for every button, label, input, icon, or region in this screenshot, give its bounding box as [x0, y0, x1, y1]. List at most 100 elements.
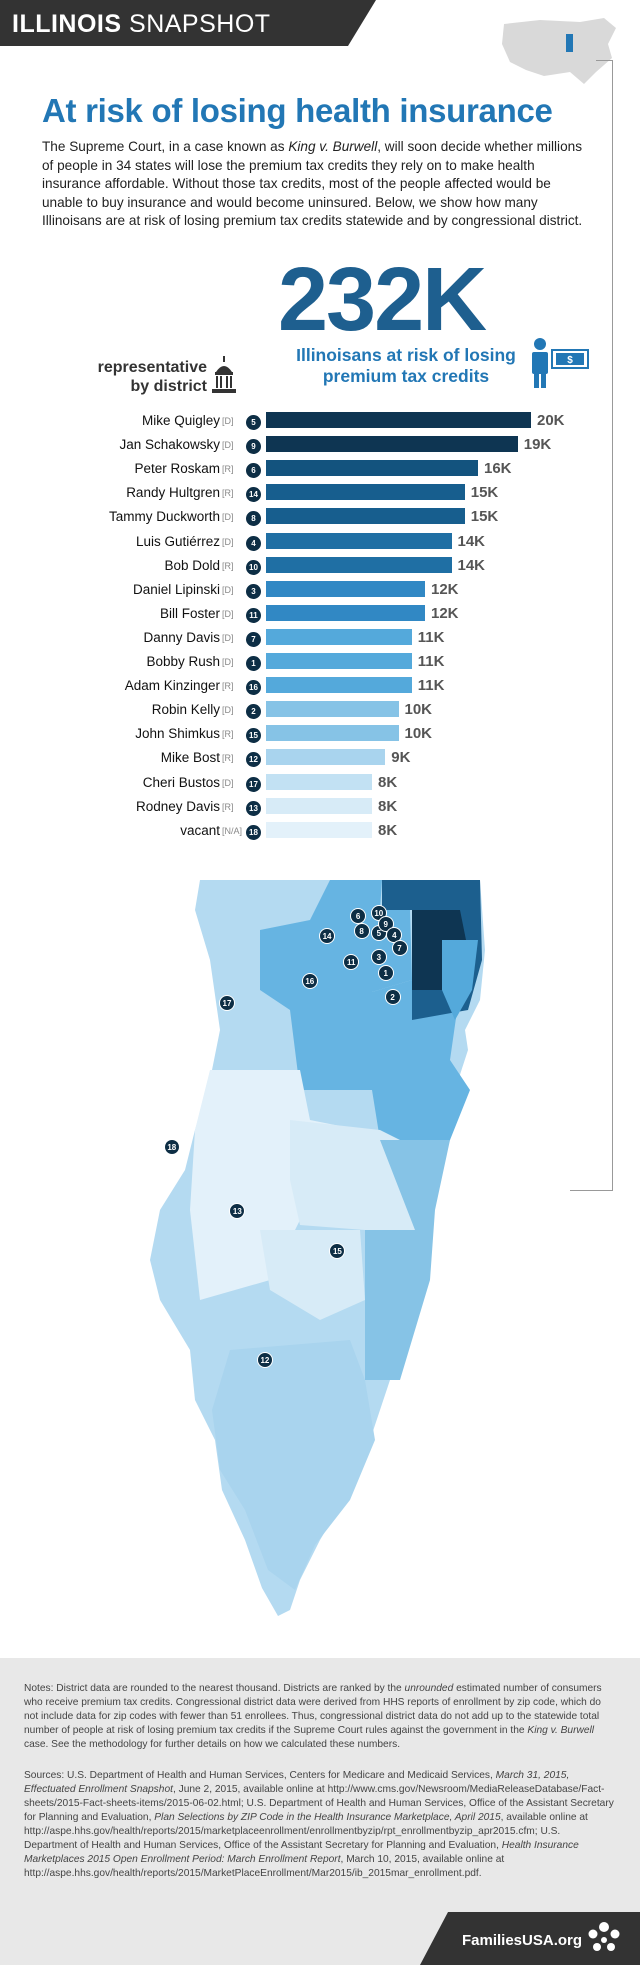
statewide-caption: Illinoisans at risk of losing premium ta… [296, 345, 516, 386]
bar-value-label: 19K [523, 436, 552, 454]
district-badge: 9 [246, 439, 261, 455]
bar-value-label: 11K [417, 677, 445, 695]
bar-row: Mike Bost [R] 12 9K [0, 747, 640, 771]
rep-name: Mike Quigley [141, 413, 220, 428]
bar-row: Bob Dold [R] 10 14K [0, 555, 640, 579]
capitol-icon [212, 356, 236, 393]
party-label: [D] [222, 440, 234, 451]
bar-value-label: 12K [431, 580, 459, 598]
district-marker: 3 [370, 948, 387, 965]
district-marker: 7 [391, 939, 408, 956]
rep-name: Mike Bost [160, 750, 220, 766]
party-label: [R] [222, 753, 234, 764]
district-badge: 4 [246, 535, 261, 551]
district-badge: 12 [246, 752, 261, 768]
sources-text: Sources: U.S. Department of Health and H… [24, 1770, 614, 1879]
notes-text: Notes: District data are rounded to the … [24, 1683, 602, 1750]
bar [266, 821, 372, 838]
header-title: ILLINOIS SNAPSHOT [12, 10, 271, 38]
district-badge: 13 [246, 800, 261, 816]
bar-value-label: 15K [470, 484, 499, 502]
statewide-total: 232K [278, 250, 487, 350]
rep-name: vacant [180, 822, 220, 838]
bar-value-label: 11K [417, 628, 445, 646]
bar-value-label: 12K [431, 604, 459, 622]
bar [266, 797, 372, 814]
district-badge: 8 [246, 511, 261, 527]
bar [266, 580, 425, 597]
party-label: [D] [222, 608, 234, 619]
district-marker: 15 [329, 1242, 346, 1259]
header-bar [0, 0, 376, 46]
rep-name: Robin Kelly [151, 702, 220, 718]
district-badge: 2 [246, 704, 261, 720]
district-badge: 5 [246, 415, 261, 430]
district-marker: 11 [343, 954, 360, 970]
district-badge: 10 [246, 559, 261, 575]
bar-row: Adam Kinzinger [R] 16 11K [0, 675, 640, 699]
bar [266, 701, 399, 718]
party-label: [R] [222, 801, 234, 812]
district-marker: 12 [256, 1352, 273, 1369]
bar-row: Tammy Duckworth [D] 8 15K [0, 506, 640, 530]
person-with-money-icon: $ [532, 338, 589, 388]
party-label: [D] [222, 632, 234, 643]
bar-row: Rodney Davis [R] 13 8K [0, 796, 640, 820]
frame-line [570, 1190, 613, 1191]
bar-value-label: 16K [484, 460, 512, 478]
bar [266, 532, 452, 549]
party-label: [R] [222, 560, 234, 571]
district-marker: 18 [163, 1139, 180, 1155]
district-marker: 13 [229, 1203, 246, 1220]
rep-name: Danny Davis [143, 629, 220, 645]
bar-row: Bobby Rush [D] 1 11K [0, 651, 640, 675]
district-badge: 6 [246, 463, 261, 479]
party-label: [D] [222, 416, 234, 426]
illinois-district-map [150, 880, 485, 1616]
district-badge: 16 [246, 680, 261, 696]
party-label: [D] [222, 657, 234, 667]
bar-value-label: 10K [404, 725, 433, 743]
bar [266, 556, 452, 573]
district-marker: 17 [219, 995, 235, 1012]
rep-name: Bob Dold [164, 557, 220, 573]
bar [266, 725, 399, 742]
rep-name: John Shimkus [135, 726, 220, 742]
party-label: [D] [222, 512, 234, 523]
rep-name: Peter Roskam [134, 461, 220, 477]
us-map-icon [502, 18, 616, 84]
bar-row: Randy Hultgren [R] 14 15K [0, 482, 640, 506]
bar-row: Peter Roskam [R] 6 16K [0, 458, 640, 482]
party-label: [R] [222, 681, 234, 692]
bar-row: Danny Davis [D] 7 11K [0, 627, 640, 651]
district-badge: 3 [246, 583, 261, 599]
page-title: At risk of losing health insurance [42, 92, 553, 129]
bar [266, 773, 372, 790]
bar-row: Cheri Bustos [D] 17 8K [0, 772, 640, 796]
district-badge: 17 [246, 776, 261, 792]
bar-row: Robin Kelly [D] 2 10K [0, 699, 640, 723]
party-label: [R] [222, 729, 234, 740]
bar-value-label: 10K [404, 701, 433, 719]
rep-name: Bobby Rush [146, 654, 220, 669]
bar [266, 436, 518, 453]
party-label: [R] [222, 488, 234, 499]
footer-brand[interactable]: FamiliesUSA.org [462, 1932, 583, 1949]
bar-value-label: 9K [391, 749, 411, 767]
district-badge: 1 [246, 656, 261, 671]
bar-value-label: 14K [457, 556, 486, 574]
district-marker: 1 [377, 965, 394, 982]
bar-row: Luis Gutiérrez [D] 4 14K [0, 531, 640, 555]
rep-name: Randy Hultgren [126, 485, 220, 501]
bar [266, 508, 465, 525]
bar-row: vacant [N/A] 18 8K [0, 820, 640, 844]
rep-name: Rodney Davis [135, 798, 220, 814]
bar [266, 604, 425, 621]
party-label: [D] [222, 584, 234, 595]
bar-value-label: 8K [378, 821, 398, 839]
district-marker: 6 [350, 908, 367, 925]
bar-row: Daniel Lipinski [D] 3 12K [0, 579, 640, 603]
rep-name: Adam Kinzinger [124, 678, 220, 694]
party-label: [D] [222, 705, 234, 716]
bar-value-label: 11K [417, 653, 445, 670]
